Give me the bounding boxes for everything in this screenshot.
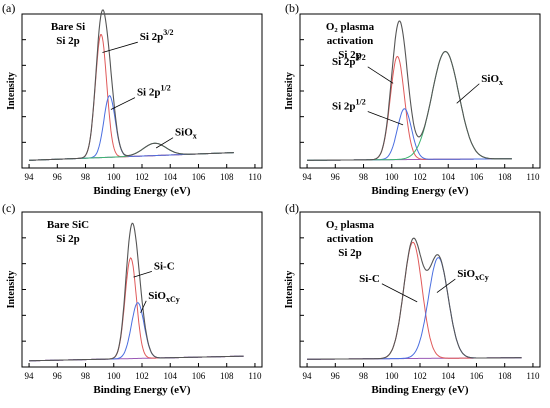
x-tick-label: 94	[303, 371, 313, 381]
chart-panel: (c) 94 96 98 100 102 104 106 108 110 Binding Energ…	[2, 201, 263, 396]
x-tick-label: 94	[25, 172, 35, 182]
x-tick-label: 102	[413, 172, 427, 182]
y-axis-label: Intensity	[6, 72, 17, 110]
panel-title: Bare SiC	[47, 219, 89, 231]
x-tick-label: 106	[470, 371, 484, 381]
peak-annotation: Si 2p3/2	[332, 53, 366, 68]
peak-fit-curve	[29, 142, 234, 161]
x-tick-label: 102	[413, 371, 427, 381]
x-tick-label: 96	[331, 172, 341, 182]
x-tick-label: 110	[526, 172, 540, 182]
peak-fit-curve	[29, 257, 244, 362]
x-tick-label: 102	[135, 172, 149, 182]
x-tick-label: 100	[385, 172, 399, 182]
panel-title: O₂ plasma	[326, 21, 375, 33]
x-tick-label: 106	[470, 172, 484, 182]
peak-fit-curve	[29, 302, 244, 362]
chart-panel: (d) 94 96 98 100 102 104 106 108 110 Binding Energ…	[284, 201, 541, 396]
panel-label: (b)	[285, 1, 299, 15]
peak-annotation: SiOx	[175, 127, 197, 141]
x-tick-label: 108	[498, 371, 512, 381]
envelope-curve	[29, 9, 234, 161]
annotation-leader	[367, 111, 404, 126]
peak-annotation: SiOx	[481, 73, 503, 87]
x-tick-label: 108	[498, 172, 512, 182]
peak-fit-curve	[29, 95, 234, 161]
chart-panel: (a) 94 96 98 100 102 104 106 108 110 Binding Energ…	[2, 1, 263, 197]
panel-label: (d)	[285, 201, 299, 215]
panel-title: Si 2p	[338, 247, 362, 259]
peak-annotation: Si 2p3/2	[140, 28, 174, 43]
annotation-leader	[381, 283, 418, 303]
x-tick-label: 108	[220, 172, 234, 182]
panel-label: (a)	[2, 1, 15, 15]
peak-annotation: Si 2p1/2	[137, 84, 171, 99]
envelope-curve	[307, 20, 512, 161]
chart-panel: (b) 94 96 98 100 102 104 106 108 110 Binding Energ…	[284, 1, 541, 197]
envelope-curve	[29, 222, 244, 362]
peak-annotation: SiOxCy	[148, 290, 180, 304]
x-tick-label: 100	[385, 371, 399, 381]
x-tick-label: 98	[81, 371, 91, 381]
peak-annotation: Si-C	[359, 273, 380, 285]
peak-annotation: Si 2p1/2	[332, 97, 366, 112]
panel-title: Si 2p	[56, 35, 80, 47]
x-tick-label: 96	[53, 172, 63, 182]
x-tick-label: 110	[248, 371, 262, 381]
y-axis-label: Intensity	[284, 72, 295, 110]
x-tick-label: 98	[359, 371, 369, 381]
x-axis-label: Binding Energy (eV)	[371, 185, 469, 197]
annotation-leader	[155, 137, 174, 149]
x-tick-label: 110	[526, 371, 540, 381]
x-tick-label: 94	[303, 172, 313, 182]
x-tick-label: 104	[163, 172, 177, 182]
x-tick-label: 100	[107, 172, 121, 182]
x-tick-label: 102	[135, 371, 149, 381]
x-tick-label: 108	[220, 371, 234, 381]
x-tick-label: 96	[331, 371, 341, 381]
y-axis-label: Intensity	[284, 271, 295, 309]
envelope-curve	[307, 237, 522, 360]
x-tick-label: 110	[248, 172, 262, 182]
annotation-leader	[102, 41, 138, 53]
panel-title: activation	[327, 35, 373, 47]
x-tick-label: 106	[192, 371, 206, 381]
x-tick-label: 96	[53, 371, 63, 381]
annotation-leader	[133, 270, 153, 278]
x-tick-label: 98	[81, 172, 91, 182]
panel-label: (c)	[2, 201, 15, 215]
peak-annotation: Si-C	[154, 260, 175, 272]
peak-fit-curve	[307, 257, 522, 360]
x-tick-label: 104	[441, 371, 455, 381]
x-axis-label: Binding Energy (eV)	[93, 384, 191, 396]
annotation-leader	[456, 83, 480, 104]
annotation-leader	[140, 300, 147, 313]
annotation-leader	[367, 66, 394, 84]
panel-title: Si 2p	[338, 49, 362, 61]
peak-fit-curve	[29, 34, 234, 161]
x-tick-label: 94	[25, 371, 35, 381]
x-tick-label: 104	[441, 172, 455, 182]
panel-title: Si 2p	[56, 233, 80, 245]
annotation-leader	[436, 278, 456, 293]
x-tick-label: 98	[359, 172, 369, 182]
x-tick-label: 106	[192, 172, 206, 182]
panel-title: Bare Si	[51, 21, 85, 33]
peak-annotation: SiOxCy	[457, 268, 489, 282]
annotation-leader	[110, 97, 136, 110]
x-axis-label: Binding Energy (eV)	[93, 185, 191, 197]
x-tick-label: 104	[163, 371, 177, 381]
x-tick-label: 100	[107, 371, 121, 381]
y-axis-label: Intensity	[6, 271, 17, 309]
panel-title: O₂ plasma	[326, 219, 375, 231]
panel-title: activation	[327, 233, 373, 245]
x-axis-label: Binding Energy (eV)	[371, 384, 469, 396]
